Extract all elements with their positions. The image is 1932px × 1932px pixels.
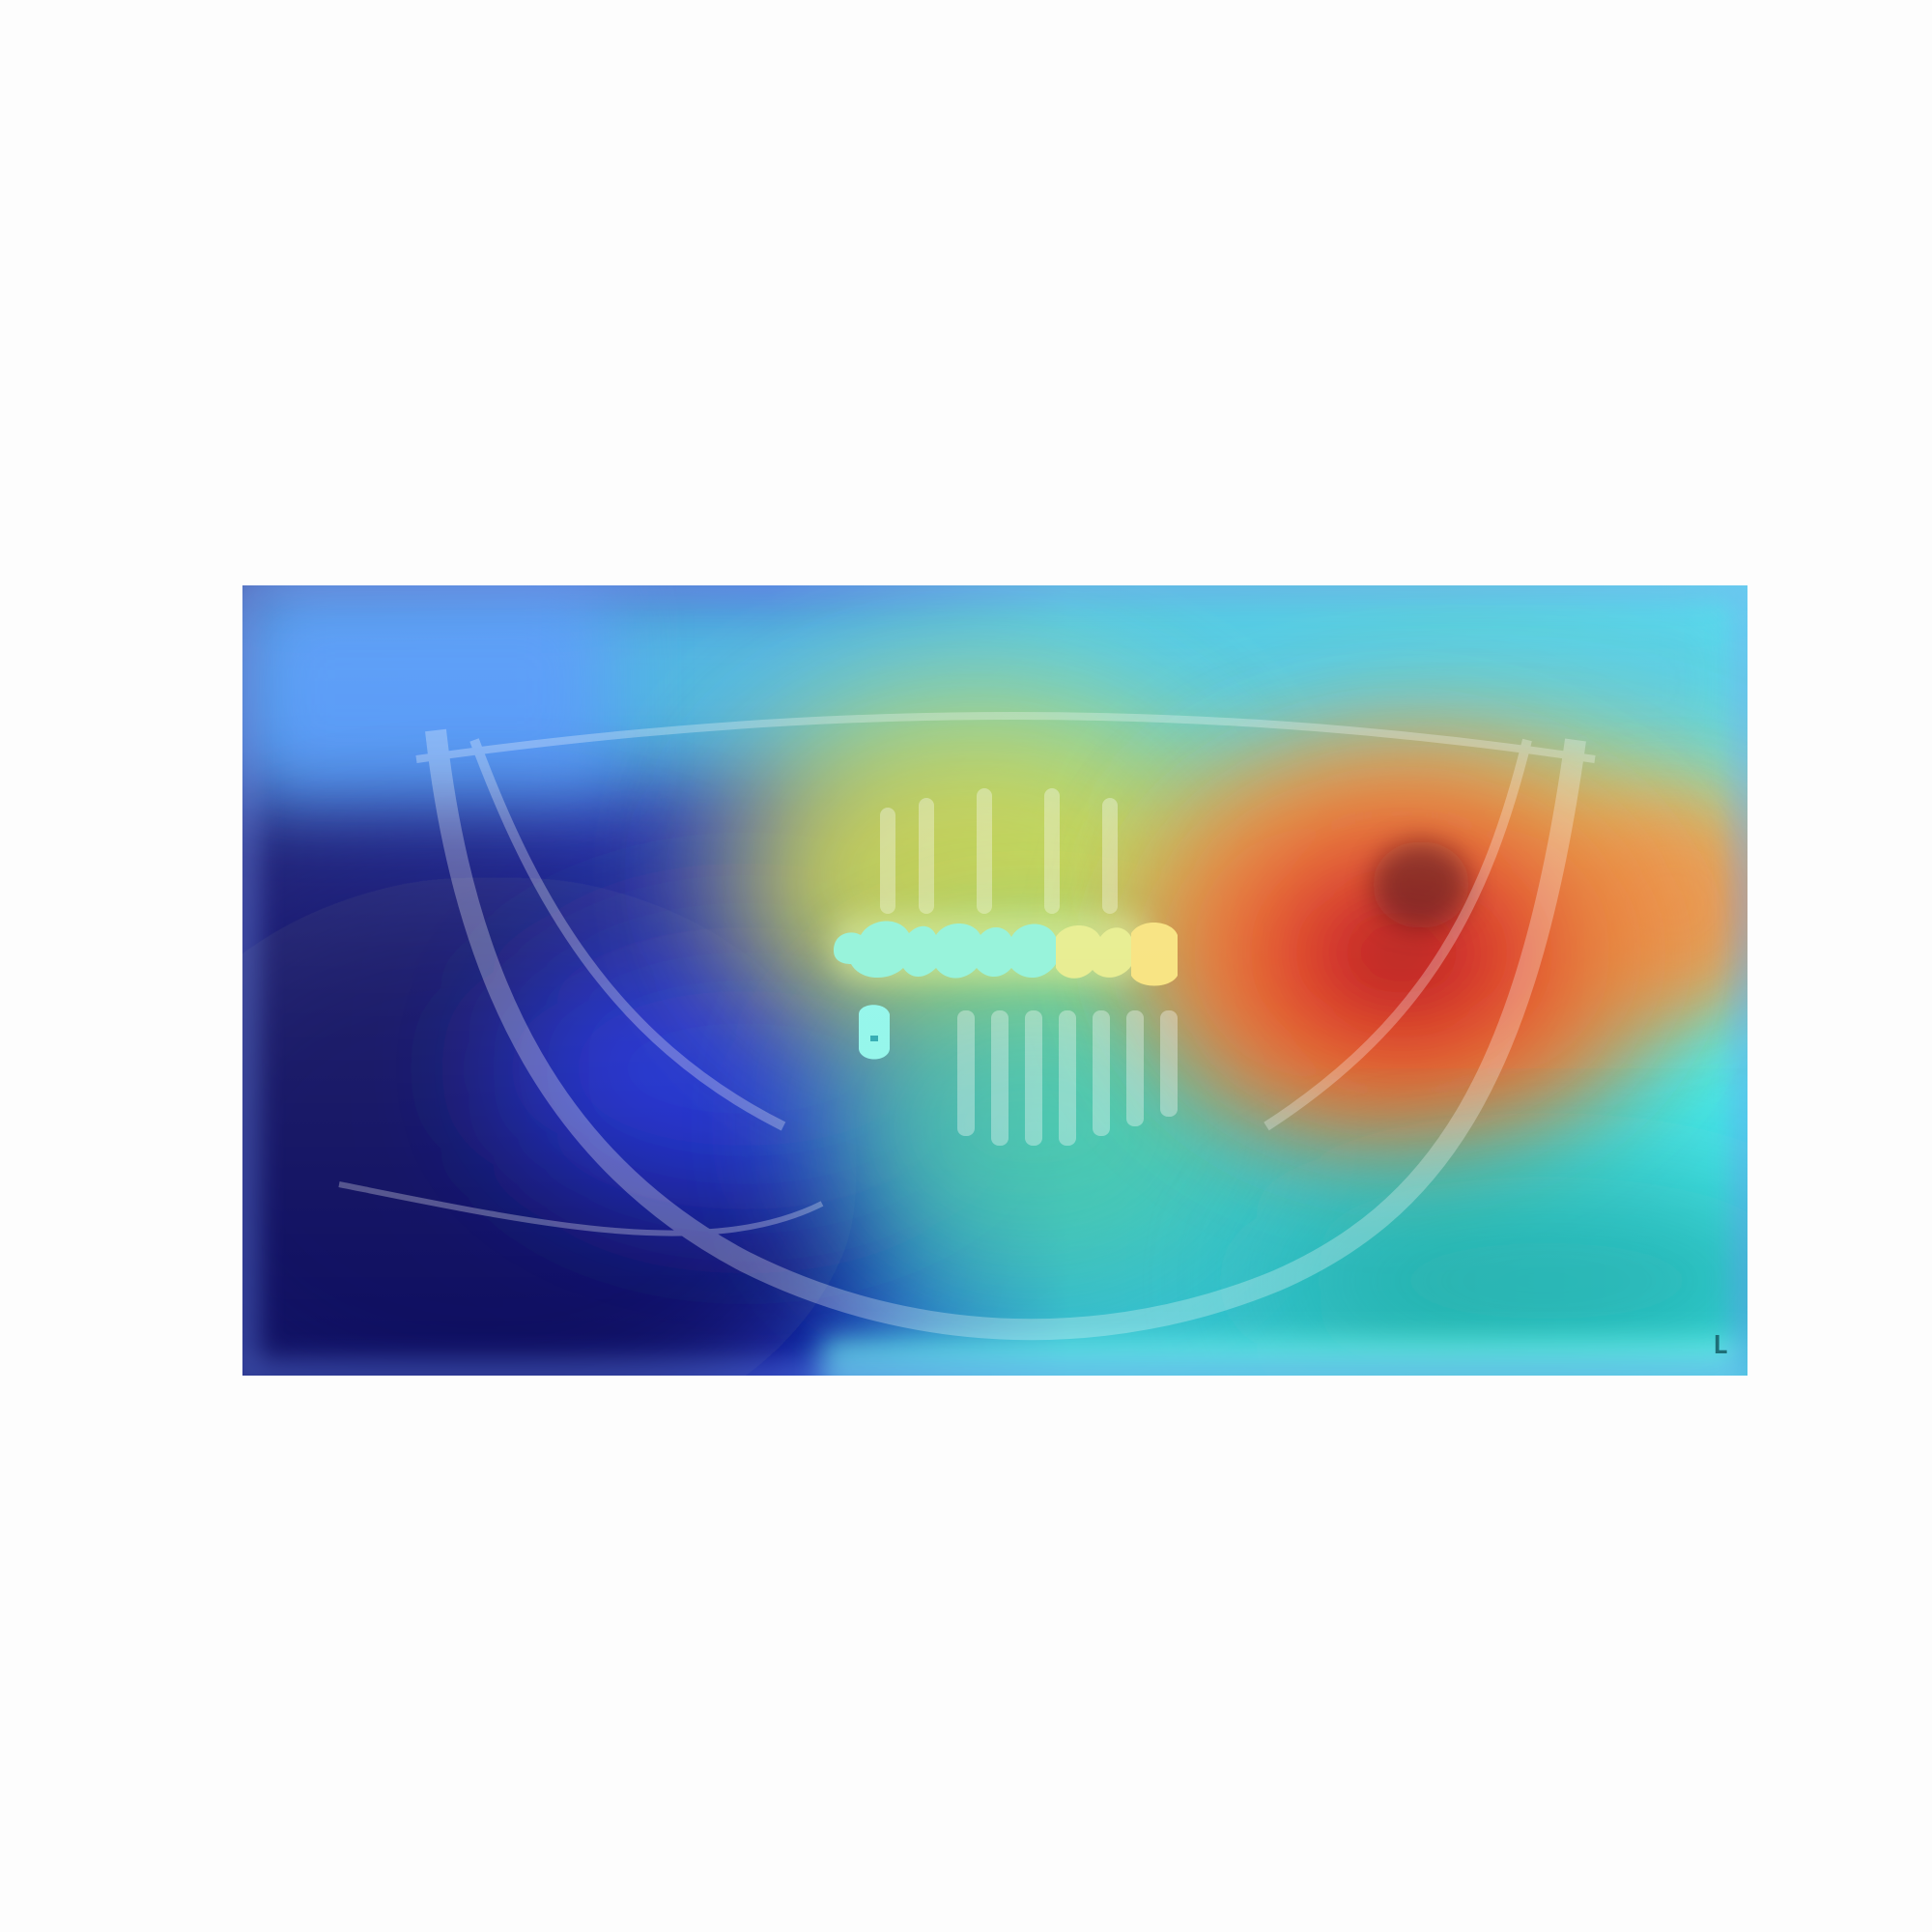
frame-sheen xyxy=(242,585,1747,1376)
side-marker-label: L xyxy=(1713,1331,1728,1360)
heatmap-xray-figure: L xyxy=(242,585,1747,1376)
heatmap-overlay-svg xyxy=(242,585,1747,1376)
